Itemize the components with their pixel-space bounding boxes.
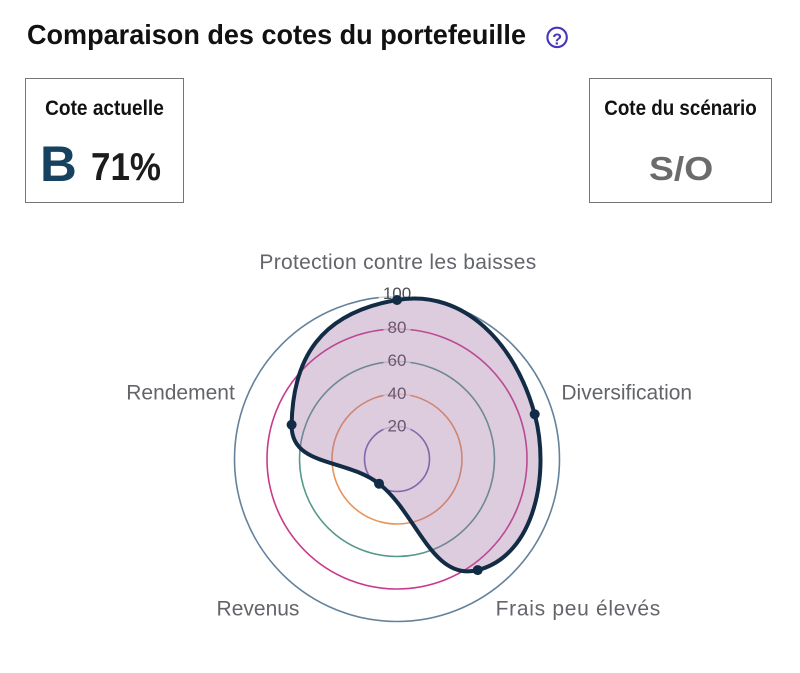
svg-text:Rendement: Rendement <box>126 381 235 404</box>
svg-text:40: 40 <box>388 384 407 403</box>
svg-text:80: 80 <box>388 318 407 337</box>
svg-text:Revenus: Revenus <box>217 597 300 620</box>
svg-text:Frais peu élevés: Frais peu élevés <box>496 597 661 620</box>
svg-text:20: 20 <box>388 416 407 435</box>
svg-text:?: ? <box>552 31 562 48</box>
svg-text:Diversification: Diversification <box>561 381 692 404</box>
svg-text:60: 60 <box>388 351 407 370</box>
svg-text:Protection contre les baisses: Protection contre les baisses <box>259 251 536 274</box>
